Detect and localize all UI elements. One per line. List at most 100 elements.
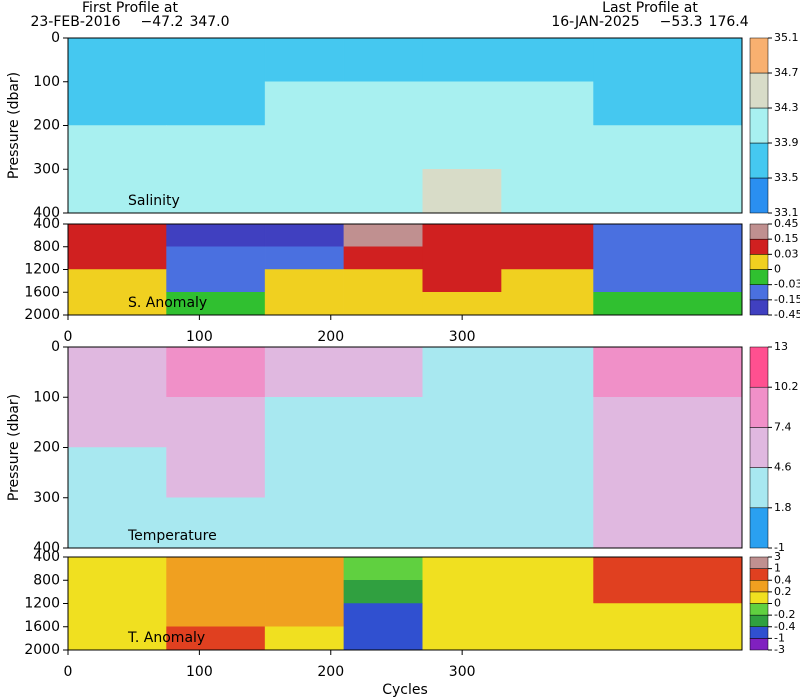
first-lon: 347.0	[189, 14, 229, 30]
heatmap-cell	[501, 397, 594, 448]
x-tick-label: 100	[186, 329, 213, 345]
colorbar-label: 1	[774, 562, 781, 575]
heatmap-cell	[67, 246, 167, 270]
heatmap-cell	[593, 497, 743, 549]
heatmap-cell	[67, 397, 167, 448]
y-tick-label: 800	[33, 239, 60, 255]
heatmap-cell	[593, 37, 743, 82]
heatmap-cell	[343, 447, 423, 498]
heatmap-cell	[166, 556, 266, 581]
y-tick-label: 1200	[24, 262, 60, 278]
y-tick-label: 2000	[24, 307, 60, 323]
colorbar-label: 33.5	[774, 171, 799, 184]
heatmap-cell	[166, 246, 266, 270]
heatmap-cell	[422, 169, 502, 214]
first-profile-info: 23-FEB-2016 −47.2 347.0	[30, 14, 229, 30]
heatmap-cell	[501, 169, 594, 214]
heatmap-cell	[67, 346, 167, 398]
heatmap-cell	[67, 169, 167, 214]
y-tick-label: 1600	[24, 284, 60, 300]
heatmap-cell	[501, 125, 594, 170]
colorbar-band	[749, 269, 769, 285]
colorbar-label: 34.7	[774, 66, 799, 79]
heatmap-cell	[593, 246, 743, 270]
heatmap-cell	[67, 497, 167, 549]
colorbar-label: -0.4	[774, 620, 795, 633]
last-lon: 176.4	[709, 14, 749, 30]
heatmap-cell	[264, 37, 345, 82]
heatmap-cell	[264, 292, 345, 316]
heatmap-cell	[343, 125, 423, 170]
heatmap-cell	[67, 37, 167, 82]
heatmap-cell	[501, 292, 594, 316]
heatmap-cell	[593, 269, 743, 293]
x-tick-label: 100	[186, 664, 213, 680]
y-tick-label: 1200	[24, 596, 60, 612]
heatmap-cell	[343, 81, 423, 126]
heatmap-cell	[264, 447, 345, 498]
heatmap-cell	[343, 626, 423, 651]
heatmap-cell	[593, 81, 743, 126]
colorbar-label: -3	[774, 643, 785, 656]
colorbar-label: 33.1	[774, 206, 799, 219]
heatmap-cell	[166, 346, 266, 398]
heatmap-cell	[422, 580, 502, 604]
colorbar-band	[749, 603, 769, 616]
heatmap-cell	[67, 603, 167, 627]
last-date: 16-JAN-2025	[551, 14, 639, 30]
heatmap-cell	[343, 397, 423, 448]
colorbar-band	[749, 223, 769, 240]
y-tick-label: 0	[51, 339, 60, 355]
heatmap-cell	[593, 397, 743, 448]
colorbar-band	[749, 72, 769, 109]
heatmap-cell	[67, 580, 167, 604]
x-tick-label: 0	[64, 329, 73, 345]
x-tick-label: 300	[449, 329, 476, 345]
panel-annotation: T. Anomaly	[127, 630, 205, 646]
heatmap-cell	[593, 447, 743, 498]
colorbar-band	[749, 556, 769, 569]
heatmap-cell	[343, 269, 423, 293]
colorbar-band	[749, 626, 769, 639]
heatmap-cell	[264, 269, 345, 293]
panel-annotation: Temperature	[127, 528, 217, 544]
heatmap-cell	[422, 37, 502, 82]
heatmap-cell	[593, 169, 743, 214]
heatmap-cell	[264, 346, 345, 398]
heatmap-cell	[422, 603, 502, 627]
x-axis-label: Cycles	[382, 682, 428, 698]
colorbar-label: 34.3	[774, 101, 799, 114]
heatmap-cell	[422, 292, 502, 316]
heatmap-cell	[166, 125, 266, 170]
first-profile-label: First Profile at	[82, 0, 178, 16]
y-axis-label: Pressure (dbar)	[6, 394, 22, 501]
colorbar-band	[749, 238, 769, 255]
colorbar-label: 0.15	[774, 232, 799, 245]
y-tick-label: 400	[33, 216, 60, 232]
y-tick-label: 1600	[24, 619, 60, 635]
heatmap-cell	[264, 169, 345, 214]
heatmap-cell	[501, 246, 594, 270]
heatmap-cell	[166, 603, 266, 627]
heatmap-cell	[166, 580, 266, 604]
y-tick-label: 2000	[24, 642, 60, 658]
colorbar-label: 0.03	[774, 247, 799, 260]
colorbar-label: -0.45	[774, 308, 800, 321]
y-tick-label: 800	[33, 572, 60, 588]
colorbar-label: 1.8	[774, 501, 792, 514]
colorbar-label: -1	[774, 631, 785, 644]
heatmap-cell	[501, 269, 594, 293]
heatmap-cell	[166, 81, 266, 126]
colorbar-label: 10.2	[774, 380, 799, 393]
colorbar-band	[749, 284, 769, 301]
first-lat: −47.2	[141, 14, 184, 30]
heatmap-cell	[501, 626, 594, 651]
heatmap-cell	[166, 397, 266, 448]
y-tick-label: 400	[33, 205, 60, 221]
heatmap-cell	[422, 81, 502, 126]
panel-annotation: Salinity	[128, 193, 180, 209]
heatmap-cell	[422, 125, 502, 170]
heatmap-cell	[343, 497, 423, 549]
heatmap-cell	[422, 447, 502, 498]
colorbar-label: 0.4	[774, 573, 792, 586]
